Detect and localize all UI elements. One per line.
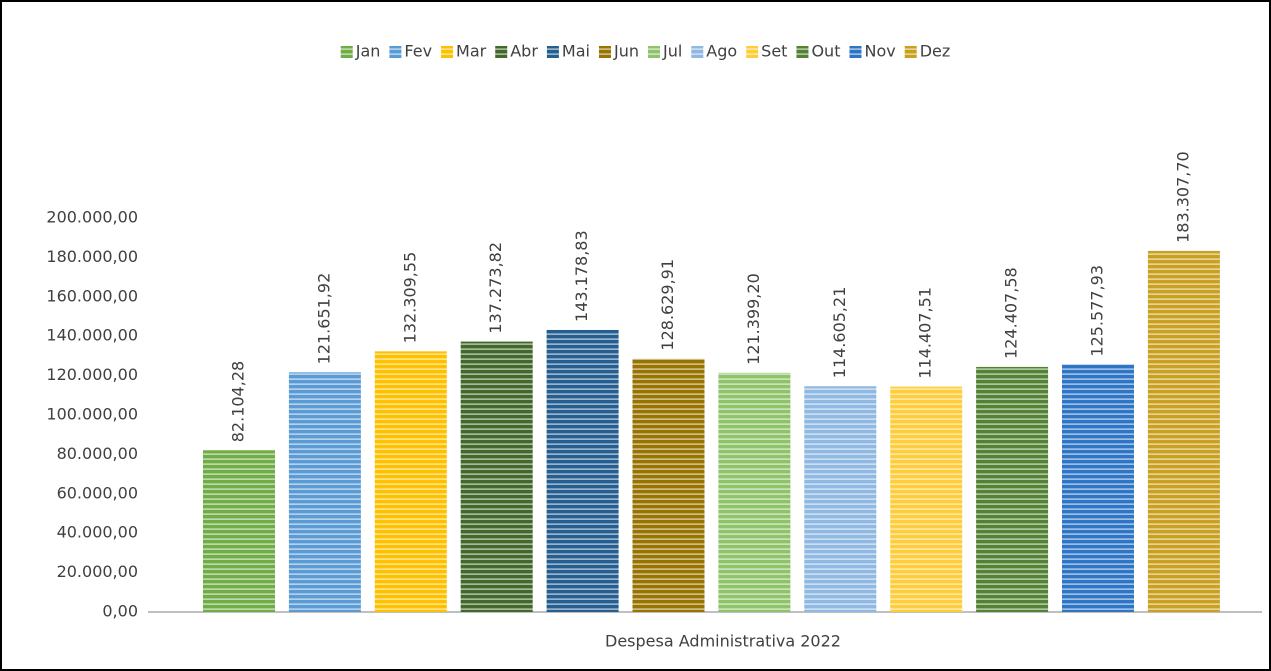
bar (460, 341, 533, 612)
legend-label: Set (761, 42, 787, 61)
y-tick-label: 40.000,00 (57, 523, 138, 542)
legend-label: Jun (613, 42, 639, 61)
y-tick-label: 80.000,00 (57, 444, 138, 463)
legend-item: Ago (691, 42, 737, 61)
value-label: 82.104,28 (229, 361, 248, 442)
y-tick-label: 160.000,00 (46, 286, 138, 305)
value-label: 132.309,55 (400, 252, 419, 344)
bar (976, 366, 1049, 612)
y-tick-label: 140.000,00 (46, 326, 138, 345)
value-label: 125.577,93 (1088, 265, 1107, 357)
legend-item: Dez (904, 42, 951, 61)
legend-label: Jan (355, 42, 381, 61)
legend-item: Jan (340, 42, 381, 61)
value-label: 124.407,58 (1002, 267, 1021, 359)
bar (1062, 364, 1134, 612)
legend-label: Abr (510, 42, 538, 61)
legend-swatch (598, 46, 611, 58)
bar (718, 372, 791, 612)
value-label: 143.178,83 (572, 230, 591, 322)
legend-item: Mai (546, 42, 590, 61)
bar (203, 450, 275, 612)
x-tick-label: Despesa Administrativa 2022 (605, 632, 841, 651)
legend-label: Fev (404, 42, 432, 61)
legend: Jan Fev Mar Abr Mai Jun Jul Ago Set Out Nov Dez (340, 42, 951, 61)
legend-label: Out (811, 42, 840, 61)
legend-swatch (796, 46, 809, 58)
legend-swatch (340, 46, 353, 58)
legend-swatch (849, 46, 862, 58)
bar (1147, 250, 1220, 612)
legend-item: Nov (849, 42, 896, 61)
legend-item: Out (796, 42, 840, 61)
legend-label: Mai (562, 42, 590, 61)
legend-item: Mar (441, 42, 487, 61)
y-tick-label: 20.000,00 (57, 562, 138, 581)
legend-swatch (389, 46, 402, 58)
legend-item: Jun (598, 42, 639, 61)
legend-label: Dez (920, 42, 951, 61)
legend-item: Jul (647, 42, 682, 61)
bar (288, 372, 361, 612)
value-label: 121.651,92 (314, 273, 333, 365)
legend-swatch (495, 46, 508, 58)
legend-label: Jul (662, 42, 682, 61)
y-tick-label: 60.000,00 (57, 483, 138, 502)
legend-item: Set (746, 42, 787, 61)
y-tick-label: 200.000,00 (46, 208, 138, 227)
value-label: 114.605,21 (830, 287, 849, 379)
y-tick-label: 180.000,00 (46, 247, 138, 266)
legend-label: Mar (456, 42, 487, 61)
bar (374, 351, 447, 612)
y-tick-label: 120.000,00 (46, 365, 138, 384)
legend-swatch (904, 46, 917, 58)
value-label: 121.399,20 (744, 273, 763, 365)
value-label: 128.629,91 (658, 259, 677, 351)
legend-swatch (691, 46, 704, 58)
legend-label: Ago (706, 42, 737, 61)
legend-item: Abr (495, 42, 538, 61)
legend-swatch (546, 46, 559, 58)
bar (890, 386, 963, 612)
value-label: 183.307,70 (1173, 151, 1192, 243)
y-tick-label: 0,00 (102, 602, 138, 621)
legend-swatch (746, 46, 759, 58)
bar (632, 358, 705, 612)
value-label: 137.273,82 (486, 242, 505, 334)
legend-item: Fev (389, 42, 432, 61)
legend-swatch (441, 46, 454, 58)
y-tick-label: 100.000,00 (46, 405, 138, 424)
value-label: 114.407,51 (916, 287, 935, 379)
bar (546, 329, 619, 612)
legend-label: Nov (864, 42, 895, 61)
legend-swatch (647, 46, 660, 58)
bar (804, 386, 877, 612)
